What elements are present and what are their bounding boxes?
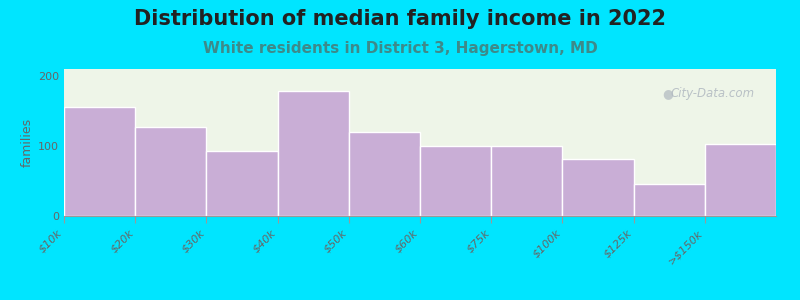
Bar xyxy=(634,184,705,216)
Bar xyxy=(705,144,776,216)
Text: City-Data.com: City-Data.com xyxy=(670,87,754,100)
Bar xyxy=(135,127,206,216)
Bar xyxy=(491,146,562,216)
Bar xyxy=(278,92,349,216)
Text: Distribution of median family income in 2022: Distribution of median family income in … xyxy=(134,9,666,29)
Bar xyxy=(349,132,420,216)
Bar xyxy=(206,151,278,216)
Text: White residents in District 3, Hagerstown, MD: White residents in District 3, Hagerstow… xyxy=(202,40,598,56)
Bar xyxy=(64,107,135,216)
Bar xyxy=(420,146,491,216)
Y-axis label: families: families xyxy=(21,118,34,167)
Bar xyxy=(562,159,634,216)
Text: ●: ● xyxy=(662,87,673,100)
